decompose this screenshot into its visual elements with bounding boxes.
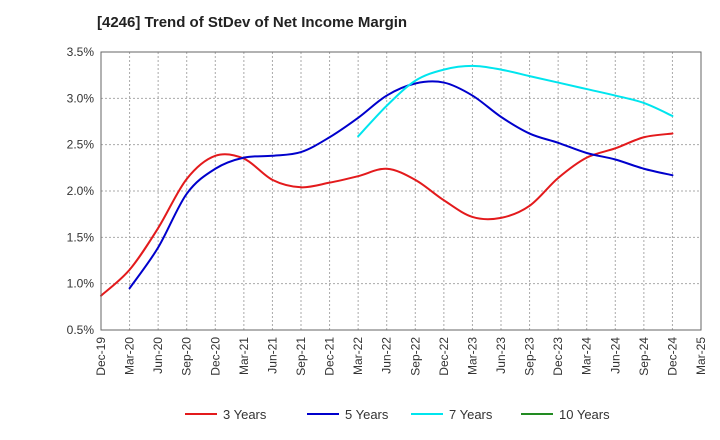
x-tick-label: Mar-22 xyxy=(351,337,365,375)
x-tick-label: Sep-23 xyxy=(523,337,537,376)
x-axis-tick-labels: Dec-19 Mar-20 Jun-20 Sep-20 Dec-20 Mar-21 Jun-… xyxy=(94,337,708,376)
x-tick-label: Jun-23 xyxy=(494,337,508,374)
x-tick-label: Dec-21 xyxy=(323,337,337,376)
x-tick-label: Mar-21 xyxy=(237,337,251,375)
x-tick-label: Dec-23 xyxy=(551,337,565,376)
x-tick-label: Jun-20 xyxy=(151,337,165,374)
y-tick-label: 0.5% xyxy=(67,323,95,337)
x-tick-label: Mar-20 xyxy=(123,337,137,375)
legend-label-3-years: 3 Years xyxy=(223,407,267,422)
legend-label-5-years: 5 Years xyxy=(345,407,389,422)
x-tick-label: Jun-21 xyxy=(265,337,279,374)
legend-label-7-years: 7 Years xyxy=(449,407,493,422)
x-tick-label: Jun-24 xyxy=(608,337,622,374)
y-tick-label: 2.0% xyxy=(67,184,95,198)
x-tick-label: Jun-22 xyxy=(380,337,394,374)
y-tick-label: 1.0% xyxy=(67,277,95,291)
x-tick-label: Mar-23 xyxy=(465,337,479,375)
x-tick-label: Sep-21 xyxy=(294,337,308,376)
x-tick-label: Dec-22 xyxy=(437,337,451,376)
x-tick-label: Sep-20 xyxy=(180,337,194,376)
x-tick-label: Sep-24 xyxy=(637,337,651,376)
legend-label-10-years: 10 Years xyxy=(559,407,610,422)
grid-lines xyxy=(101,52,701,330)
series-lines xyxy=(100,64,674,297)
y-axis-tick-labels: 0.5% 1.0% 1.5% 2.0% 2.5% 3.0% 3.5% xyxy=(67,45,95,337)
series-line-7-years xyxy=(357,64,674,138)
series-line-3-years xyxy=(100,132,674,297)
x-tick-label: Mar-25 xyxy=(694,337,708,375)
x-tick-label: Sep-22 xyxy=(408,337,422,376)
x-tick-label: Dec-19 xyxy=(94,337,108,376)
y-tick-label: 3.5% xyxy=(67,45,95,59)
x-tick-label: Dec-20 xyxy=(208,337,222,376)
chart-title: [4246] Trend of StDev of Net Income Marg… xyxy=(97,14,408,31)
legend: 3 Years 5 Years 7 Years 10 Years xyxy=(185,407,610,422)
y-tick-label: 3.0% xyxy=(67,91,95,105)
plot-border xyxy=(100,51,702,331)
series-line-5-years xyxy=(128,80,674,290)
x-tick-label: Mar-24 xyxy=(580,337,594,375)
x-tick-label: Dec-24 xyxy=(665,337,679,376)
y-tick-label: 2.5% xyxy=(67,138,95,152)
y-tick-label: 1.5% xyxy=(67,230,95,244)
